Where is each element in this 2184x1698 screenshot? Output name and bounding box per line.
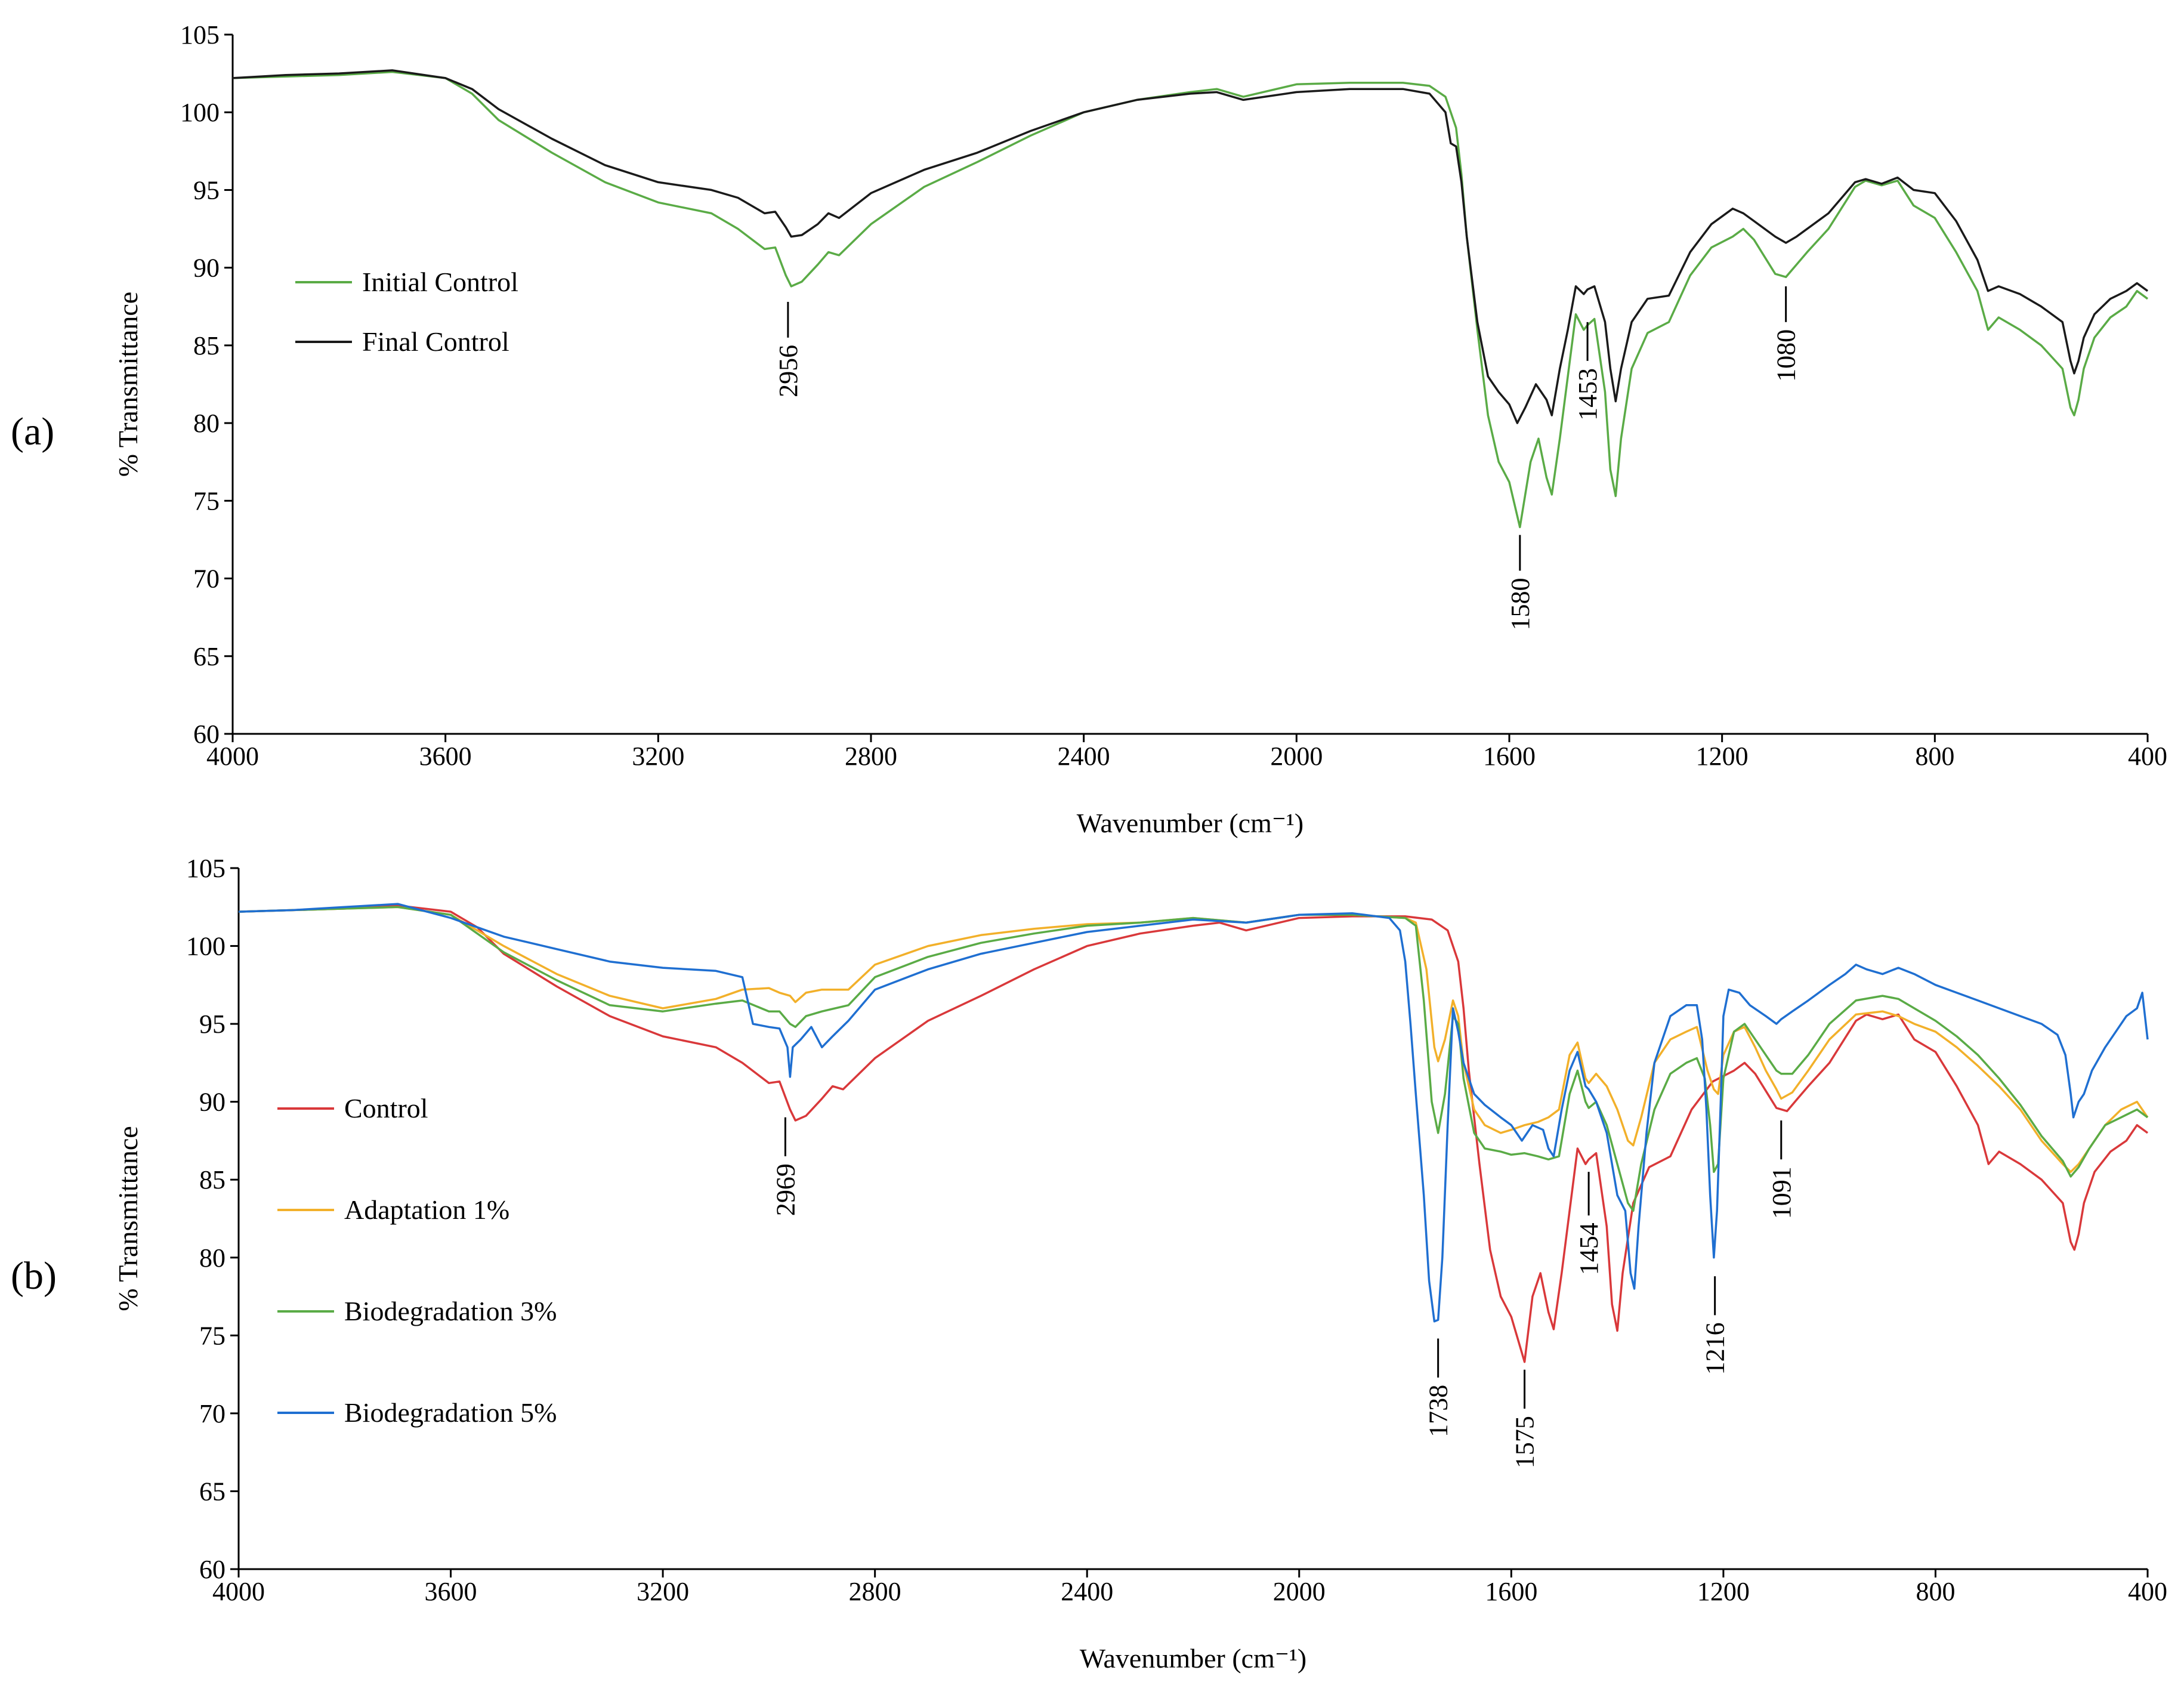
y-tick-label: 95 <box>193 175 220 205</box>
legend-label: Biodegradation 5% <box>344 1397 557 1428</box>
x-tick-label: 2800 <box>849 1577 901 1606</box>
x-tick-label: 800 <box>1916 1577 1955 1606</box>
legend-label: Adaptation 1% <box>344 1194 509 1225</box>
y-tick-label: 90 <box>199 1088 225 1117</box>
series-line-control <box>238 904 2149 1363</box>
peak-label: 1454 <box>1574 1222 1604 1275</box>
y-tick-label: 80 <box>199 1243 225 1273</box>
peak-label: 2969 <box>771 1163 800 1216</box>
series-line-final-control <box>232 69 2149 424</box>
x-axis-title: Wavenumber (cm⁻¹) <box>1080 1643 1307 1674</box>
x-tick-label: 2000 <box>1270 742 1323 771</box>
x-tick-label: 1200 <box>1696 742 1749 771</box>
x-tick-label: 1600 <box>1483 742 1536 771</box>
panel-b-chart: 60 65 70 75 80 85 90 95 100 105 4000 3600 3200 2800 24… <box>11 854 2167 1674</box>
x-tick-label: 4000 <box>206 742 259 771</box>
y-tick-label: 60 <box>193 720 220 749</box>
x-tick-label: 4000 <box>212 1577 265 1606</box>
y-tick-label: 105 <box>186 854 225 883</box>
peak-label: 1580 <box>1506 578 1535 631</box>
x-tick-label: 1200 <box>1697 1577 1750 1606</box>
series-line-biodegradation-5- <box>238 903 2149 1323</box>
y-tick-label: 85 <box>193 331 220 360</box>
legend-label: Initial Control <box>362 267 518 297</box>
x-axis-title: Wavenumber (cm⁻¹) <box>1077 808 1304 838</box>
panel-label: (b) <box>11 1254 57 1298</box>
y-tick-label: 80 <box>193 409 220 438</box>
legend-label: Control <box>344 1093 428 1123</box>
x-tick-label: 800 <box>1915 742 1954 771</box>
x-tick-label: 3200 <box>632 742 684 771</box>
y-axis-title: % Transmittance <box>113 1126 143 1311</box>
peak-label: 1453 <box>1573 368 1602 421</box>
x-tick-label: 3600 <box>419 742 472 771</box>
y-axis-title: % Transmittance <box>113 292 143 477</box>
series-line-initial-control <box>232 70 2149 529</box>
y-tick-label: 75 <box>193 486 220 515</box>
legend-label: Biodegradation 3% <box>344 1296 557 1326</box>
x-tick-label: 2800 <box>845 742 897 771</box>
panel-a-chart: 60 65 70 75 80 85 90 95 100 105 4000 3600 3200 2800 24… <box>11 20 2167 838</box>
y-tick-label: 70 <box>199 1399 225 1428</box>
peak-label: 2956 <box>774 345 803 397</box>
x-tick-label: 3600 <box>425 1577 477 1606</box>
x-tick-label: 2400 <box>1061 1577 1113 1606</box>
series-line-biodegradation-3- <box>238 906 2149 1212</box>
y-tick-label: 70 <box>193 564 220 594</box>
y-tick-label: 65 <box>199 1477 225 1506</box>
peak-label: 1091 <box>1767 1166 1796 1219</box>
x-tick-label: 2000 <box>1273 1577 1326 1606</box>
y-tick-label: 75 <box>199 1321 225 1350</box>
y-tick-label: 60 <box>199 1555 225 1584</box>
x-tick-label: 400 <box>2128 742 2167 771</box>
y-tick-label: 100 <box>186 932 225 961</box>
legend-label: Final Control <box>362 326 509 357</box>
x-tick-label: 3200 <box>637 1577 689 1606</box>
panel-label: (a) <box>11 410 54 453</box>
y-tick-label: 65 <box>193 642 220 671</box>
y-tick-label: 95 <box>199 1009 225 1039</box>
x-tick-label: 400 <box>2128 1577 2167 1606</box>
y-tick-label: 105 <box>180 20 220 50</box>
x-tick-label: 2400 <box>1058 742 1110 771</box>
peak-label: 1080 <box>1772 329 1801 382</box>
y-tick-label: 100 <box>180 98 220 127</box>
peak-label: 1216 <box>1701 1322 1730 1375</box>
y-tick-label: 85 <box>199 1165 225 1194</box>
peak-label: 1738 <box>1424 1385 1453 1437</box>
series-line-adaptation-1- <box>238 906 2149 1173</box>
peak-label: 1575 <box>1510 1416 1540 1468</box>
y-tick-label: 90 <box>193 254 220 283</box>
x-tick-label: 1600 <box>1485 1577 1537 1606</box>
